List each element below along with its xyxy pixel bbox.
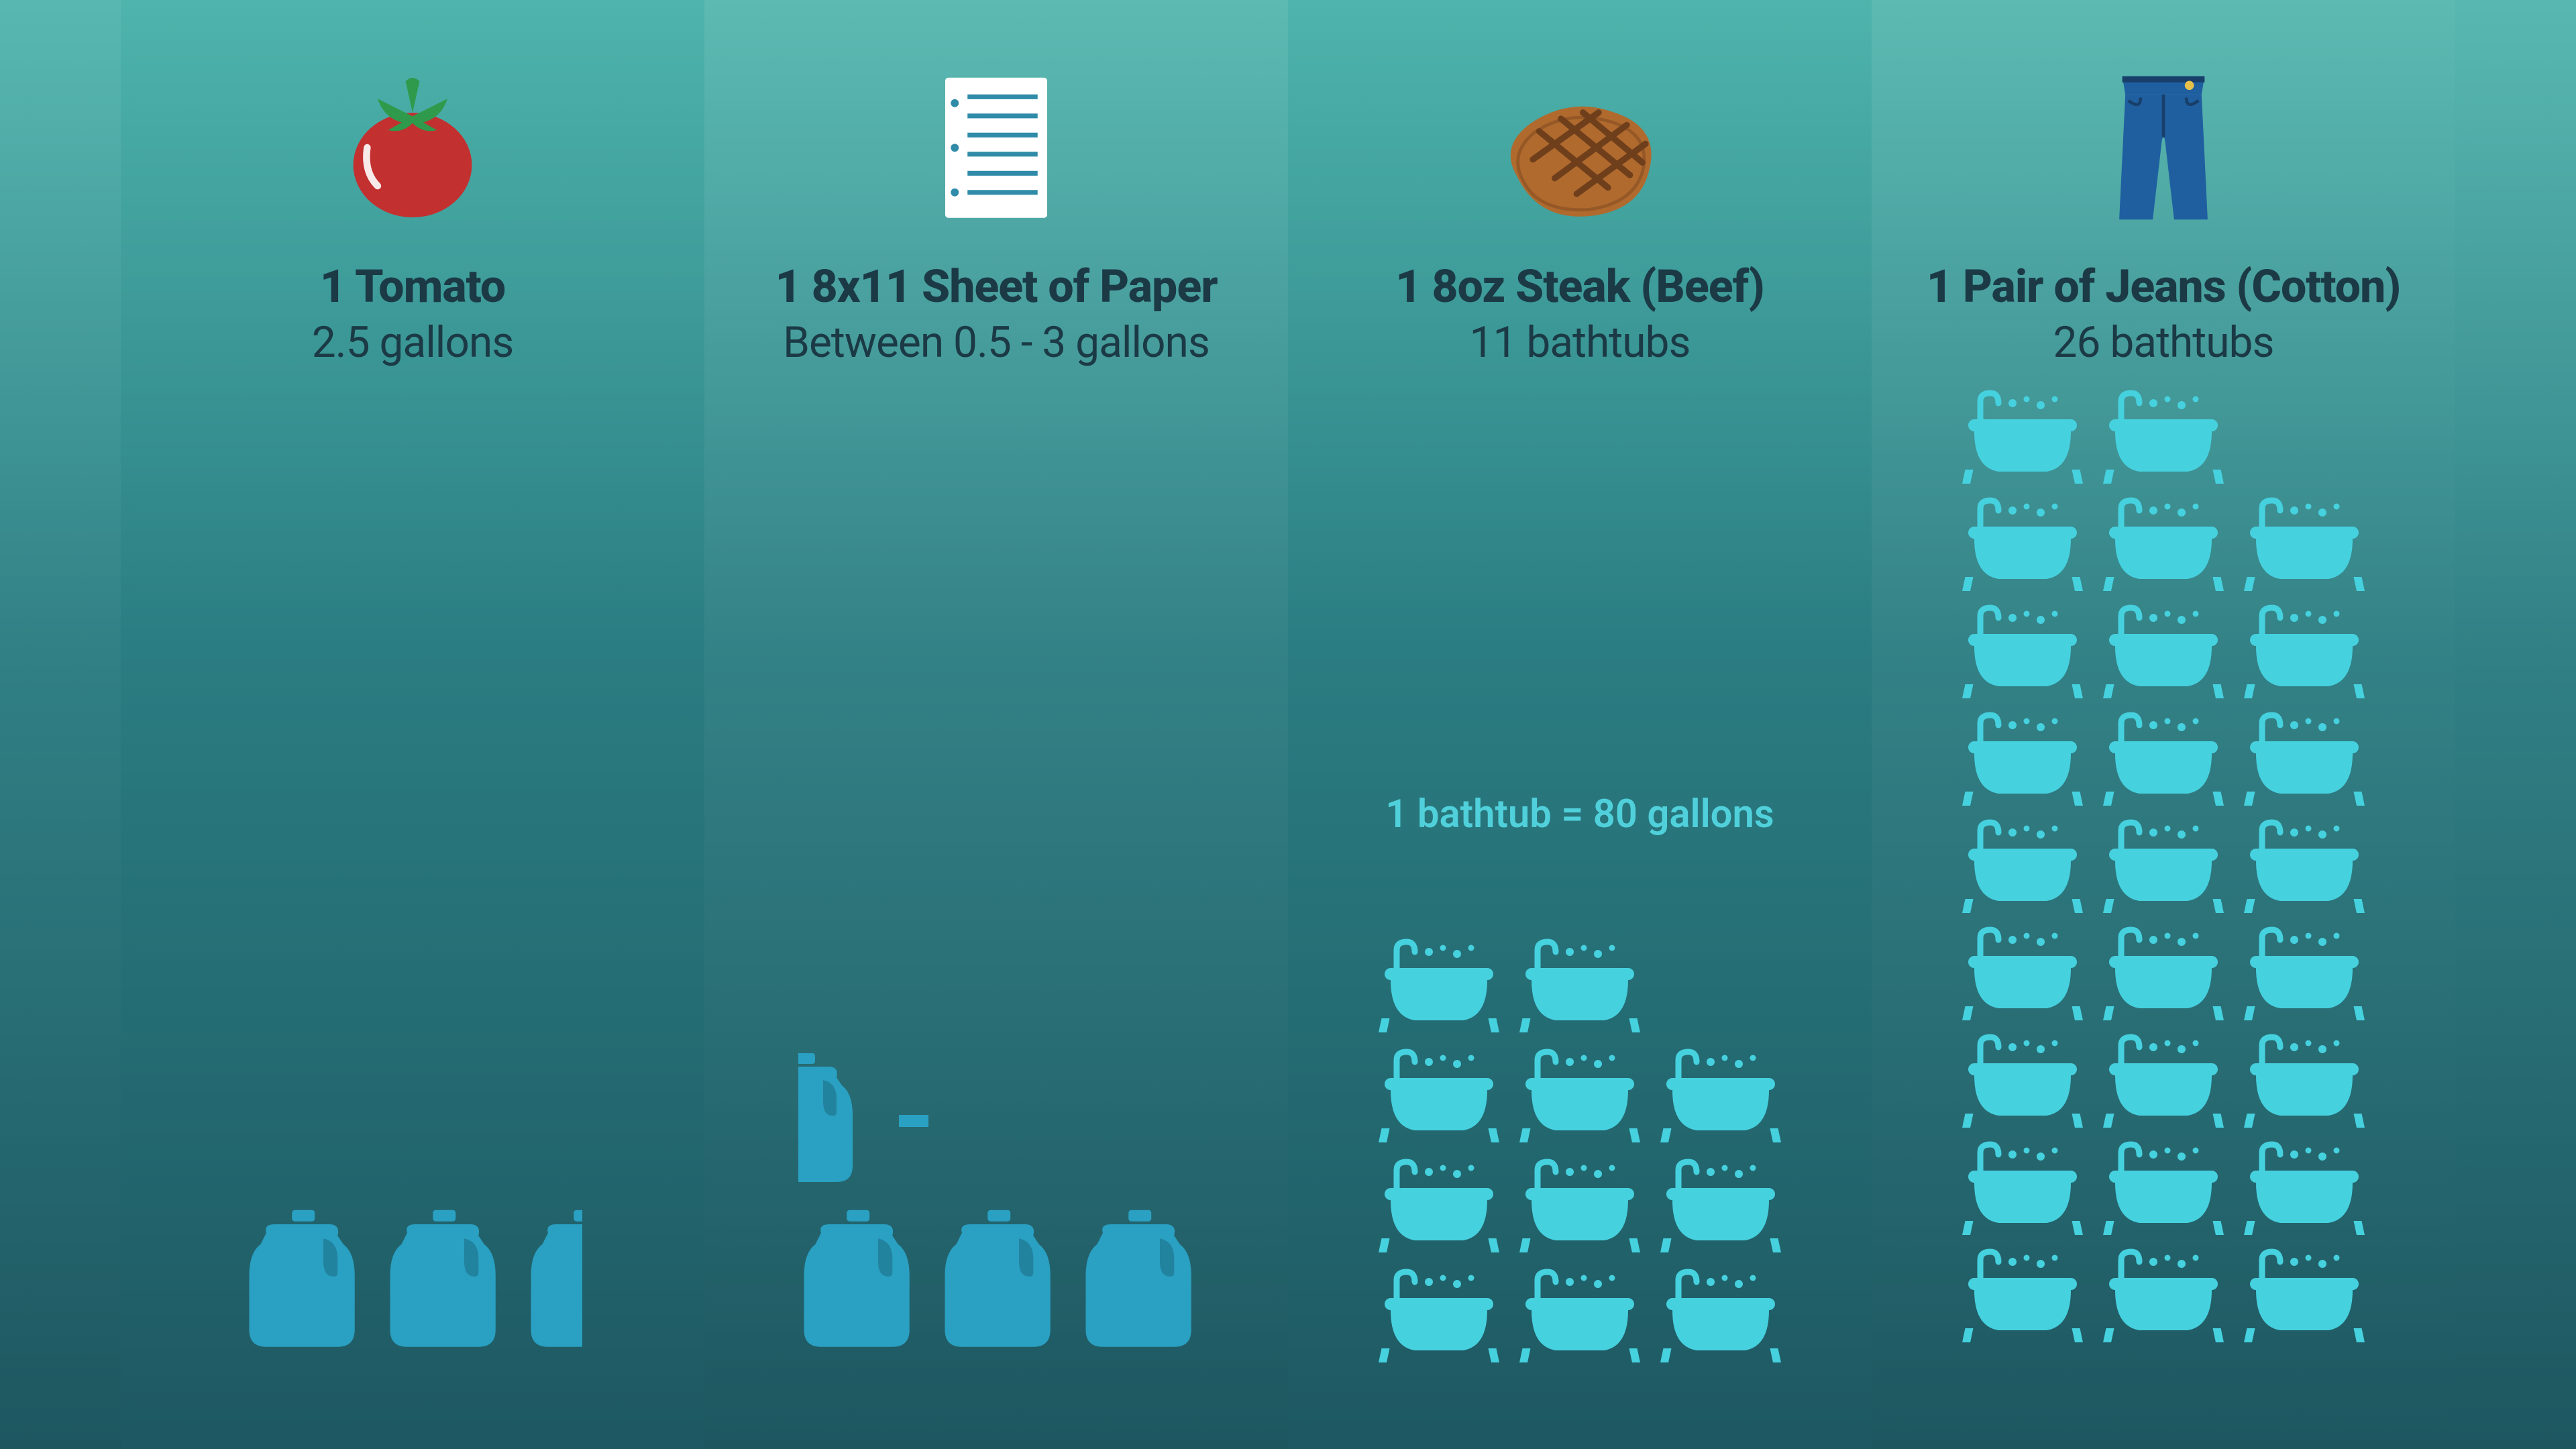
paper-jug-range [798,1053,1194,1355]
bathtub-row [1379,1158,1781,1258]
left-gutter [0,0,121,1449]
bathtub-row [1962,926,2365,1026]
jeans-subtitle: 26 bathtubs [2053,317,2274,368]
bathtub-row [1962,496,2365,597]
tomato-subtitle: 2.5 gallons [312,317,513,368]
column-jeans: 1 Pair of Jeans (Cotton) 26 bathtubs [1872,0,2455,1449]
column-tomato: 1 Tomato 2.5 gallons [121,0,704,1449]
bathtub-note: 1 bathtub = 80 gallons [1288,792,1872,837]
steak-subtitle: 11 bathtubs [1470,317,1690,368]
bathtub-row [1962,1248,2365,1348]
steak-tub-grid [1379,938,1781,1368]
bathtub-row [1379,938,1781,1038]
paper-icon [932,60,1060,235]
jeans-icon [2093,60,2234,235]
bathtub-row [1962,389,2365,490]
bathtub-row [1379,1268,1781,1368]
bathtub-row [1962,1140,2365,1241]
tomato-title: 1 Tomato [320,262,505,312]
range-dash-icon [899,1115,928,1127]
bathtub-row [1962,711,2365,812]
bathtub-row [1962,818,2365,919]
infographic-stage: 1 Tomato 2.5 gallons [0,0,2576,1449]
column-paper: 1 8x11 Sheet of Paper Between 0.5 - 3 ga… [704,0,1288,1449]
jeans-title: 1 Pair of Jeans (Cotton) [1927,262,2401,312]
bathtub-row [1962,1033,2365,1134]
right-gutter [2455,0,2576,1449]
tomato-icon [325,60,500,235]
steak-icon [1486,60,1674,235]
paper-subtitle: Between 0.5 - 3 gallons [783,317,1210,368]
bathtub-row [1379,1048,1781,1148]
paper-jug-max-row [798,1208,1194,1355]
steak-title: 1 8oz Steak (Beef) [1395,262,1764,312]
paper-title: 1 8x11 Sheet of Paper [775,262,1217,312]
column-steak: 1 8oz Steak (Beef) 11 bathtubs 1 bathtub… [1288,0,1872,1449]
tomato-jug-row [244,1208,582,1355]
jeans-tub-grid [1962,389,2365,1348]
bathtub-row [1962,604,2365,704]
paper-jug-min-row [798,1053,928,1187]
